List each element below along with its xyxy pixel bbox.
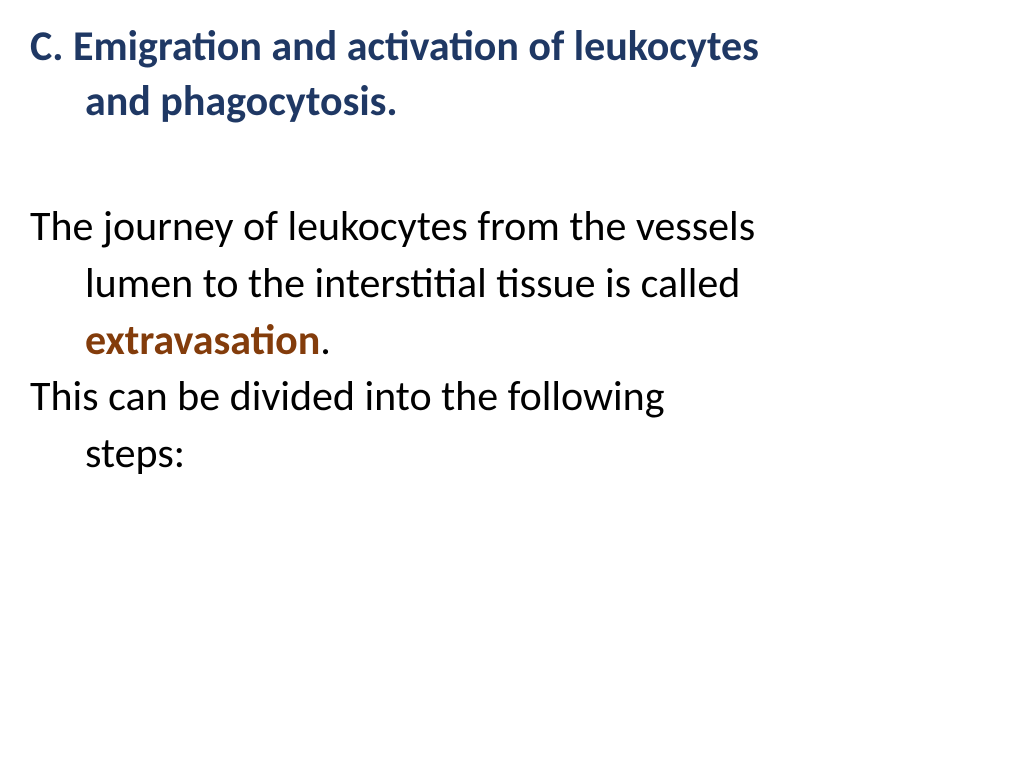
section-heading: C. Emigration and activation of leukocyt… <box>30 20 994 129</box>
paragraph-2: This can be divided into the following s… <box>30 369 994 482</box>
para2-line1: This can be divided into the following <box>30 369 994 426</box>
heading-line1: Emigration and activation of leukocytes <box>73 21 759 72</box>
highlight-term: extravasation <box>85 315 320 366</box>
para1-text-line2-3: lumen to the interstitial tissue is call… <box>30 256 994 369</box>
para2-line2: steps: <box>30 426 994 483</box>
heading-line2: and phagocytosis. <box>30 75 994 130</box>
paragraph-1: The journey of leukocytes from the vesse… <box>30 199 994 369</box>
para1-after: . <box>320 315 331 366</box>
heading-prefix: C. <box>30 21 63 72</box>
para1-text-line1: The journey of leukocytes from the vesse… <box>30 199 994 256</box>
